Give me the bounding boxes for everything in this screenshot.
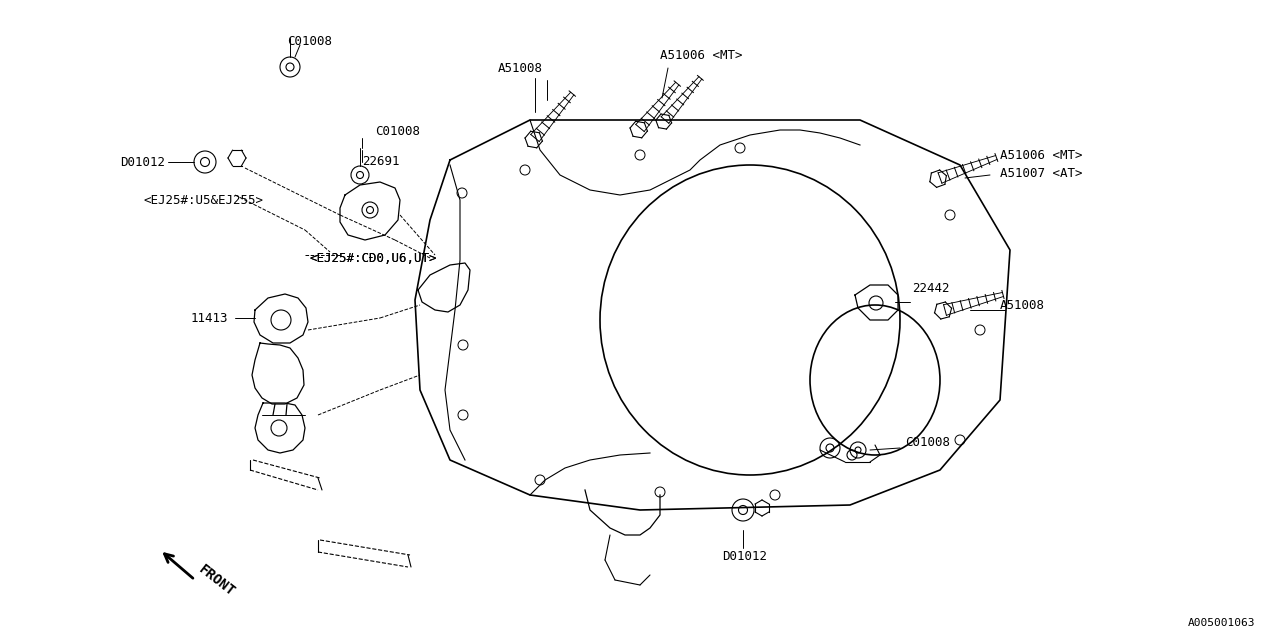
Text: A51008: A51008 (498, 62, 543, 75)
Text: D01012: D01012 (722, 550, 768, 563)
Text: A51008: A51008 (1000, 298, 1044, 312)
Text: FRONT: FRONT (196, 563, 237, 599)
Text: C01008: C01008 (288, 35, 333, 48)
Text: D01012: D01012 (120, 156, 165, 168)
Text: 11413: 11413 (191, 312, 228, 324)
Text: A51006 <MT>: A51006 <MT> (660, 49, 742, 62)
Text: A51006 <MT>: A51006 <MT> (1000, 149, 1083, 162)
Text: <EJ25#:CÐ0,U6,UT>: <EJ25#:CÐ0,U6,UT> (310, 252, 438, 264)
Text: A005001063: A005001063 (1188, 618, 1254, 628)
Text: <EJ25#:U5&EJ255>: <EJ25#:U5&EJ255> (143, 193, 262, 207)
Text: C01008: C01008 (905, 435, 950, 449)
Text: 22691: 22691 (362, 155, 399, 168)
Text: A51007 <AT>: A51007 <AT> (1000, 167, 1083, 180)
Text: 22442: 22442 (911, 282, 950, 295)
Text: <EJ25#:CÐ0,U6,UT>: <EJ25#:CÐ0,U6,UT> (310, 252, 438, 264)
Text: C01008: C01008 (375, 125, 420, 138)
